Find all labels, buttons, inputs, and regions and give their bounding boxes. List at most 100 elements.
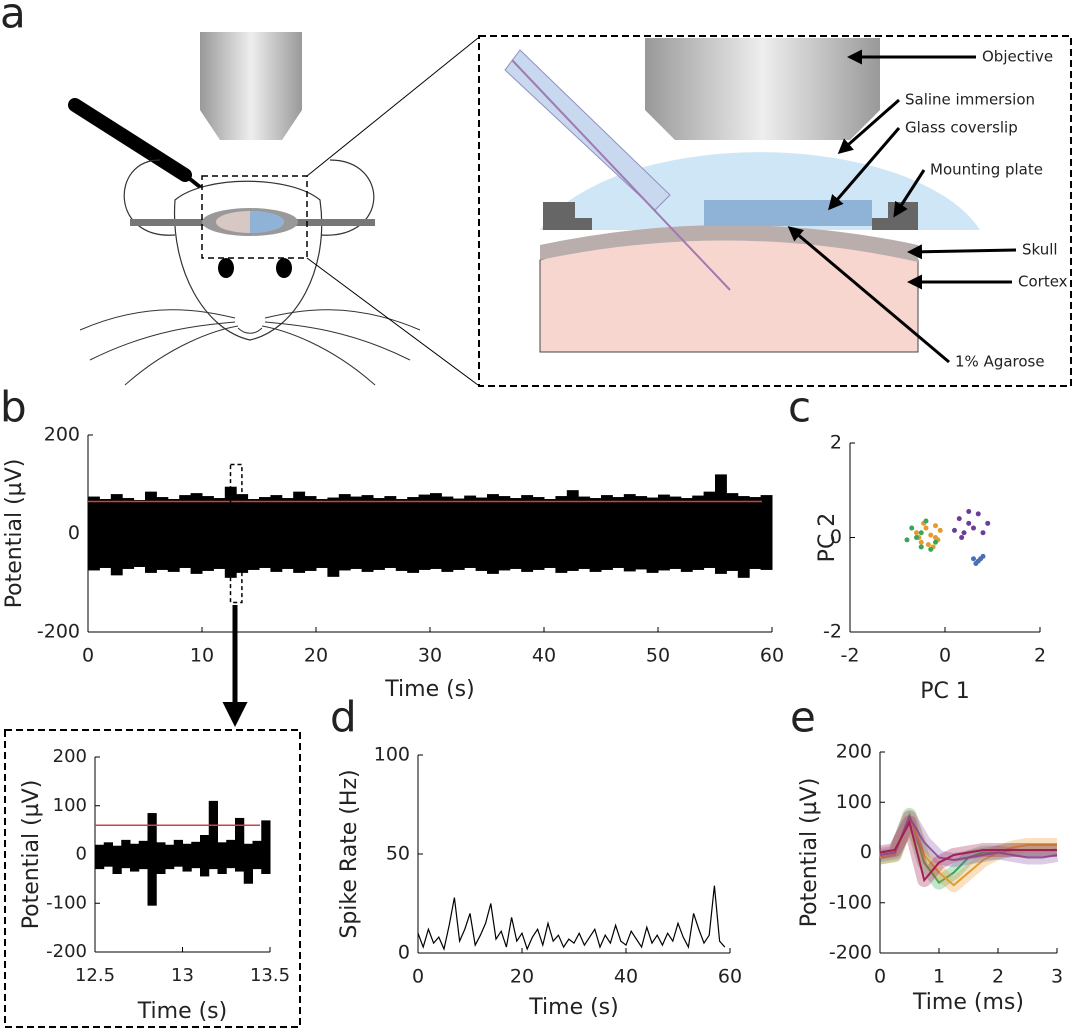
y-tick-label: -200 [46,941,87,962]
scatter-point [961,530,967,536]
y-axis-label: Potential (µV) [797,778,822,928]
x-tick-label: 2 [992,966,1004,988]
scatter-point [933,523,938,529]
trace-segment [703,491,716,568]
trace-segment [395,499,408,571]
trace-segment [316,499,328,568]
trace-segment [208,800,218,870]
scatter-point [959,535,965,540]
trace-segment [110,494,123,576]
x-tick-label: 13.5 [250,965,290,986]
trace-segment [601,495,613,570]
trace-segment [532,497,545,570]
trace-segment [190,493,203,574]
scatter-point [966,520,972,526]
scatter-point [928,532,934,538]
scatter-point [971,525,976,531]
callout-label: 1% Agarose [955,353,1045,371]
trace-segment [243,843,253,884]
callout-arrow [787,226,950,364]
callout-arrow [907,244,1017,260]
panel-label: e [790,693,816,742]
trace-segment [487,494,499,574]
trace-segment [726,493,739,571]
x-axis-label: Time (ms) [912,990,1024,1015]
x-tick-label: 3 [1051,966,1063,988]
trace-segment [191,841,201,869]
trace-segment [418,494,431,570]
scatter-point [975,511,981,517]
x-axis-label: Time (s) [384,677,474,702]
mouse-schematic [68,32,1072,387]
y-tick-label: 0 [398,942,410,964]
trace-segment [226,839,236,869]
trace-segment [373,498,385,570]
line [879,815,1058,862]
line [879,819,1057,883]
trace-segment [737,496,750,578]
trace-segment [281,498,294,569]
line [417,885,726,951]
trace-segment [217,842,227,874]
trace-segment [715,474,727,574]
x-tick-label: 40 [532,645,556,667]
y-tick-label: 0 [76,844,87,865]
trace-segment [95,844,105,870]
x-tick-label: 50 [646,645,670,667]
trace-segment [156,842,166,874]
y-tick-label: 0 [860,841,872,863]
x-tick-label: 2 [1034,645,1046,667]
callout-label: Saline immersion [905,91,1035,109]
y-axis-label: PC 2 [815,513,840,563]
trace-segment [156,497,169,570]
x-tick-label: 60 [718,966,742,988]
trace-segment [121,839,131,869]
y-tick-label: 100 [374,744,410,766]
x-tick-label: 20 [304,645,328,667]
callout-arrow [828,127,901,211]
y-tick-label: 200 [53,746,87,767]
trace-segment [760,495,773,570]
trace-segment [130,843,140,872]
panel-label: d [330,693,357,742]
x-axis-label: PC 1 [920,679,970,704]
trace-segment [350,496,363,569]
zoom-panel-frame [4,729,301,1028]
panel-label: c [788,383,811,432]
y-tick-label: 2 [830,432,842,454]
trace-segment [475,497,488,571]
scatter-point [985,520,991,526]
trace-segment [235,817,245,872]
x-tick-label: 13 [171,965,194,986]
panel-label: b [0,383,27,432]
trace-segment [680,498,693,572]
x-tick-label: 20 [510,966,534,988]
scatter-point [925,542,931,548]
y-tick-label: -100 [829,891,872,913]
trace-segment [270,495,283,572]
scatter-point [928,546,934,552]
callout-label: Cortex [1018,273,1068,291]
trace-segment [293,491,306,573]
trace-segment [200,835,210,877]
scatter-point [918,530,924,536]
trace-segment [589,498,602,572]
scatter-point [923,525,929,531]
trace-segment [578,496,591,569]
y-axis-label: Spike Rate (Hz) [337,769,362,938]
callout-label: Skull [1022,241,1058,259]
trace-segment [224,486,237,578]
y-tick-label: -200 [829,942,872,964]
x-axis-label: Time (s) [528,995,618,1020]
y-tick-label: 200 [836,741,872,763]
trace-segment [441,496,454,572]
callout-arrow [893,169,926,218]
trace-segment [612,497,625,568]
trace-segment [327,497,340,577]
scatter-point [980,530,986,536]
y-axis-label: Potential (µV) [2,459,27,609]
trace-segment [99,499,112,568]
x-tick-label: 0 [82,645,94,667]
callout-label: Glass coverslip [905,119,1018,137]
x-tick-label: 0 [412,966,424,988]
